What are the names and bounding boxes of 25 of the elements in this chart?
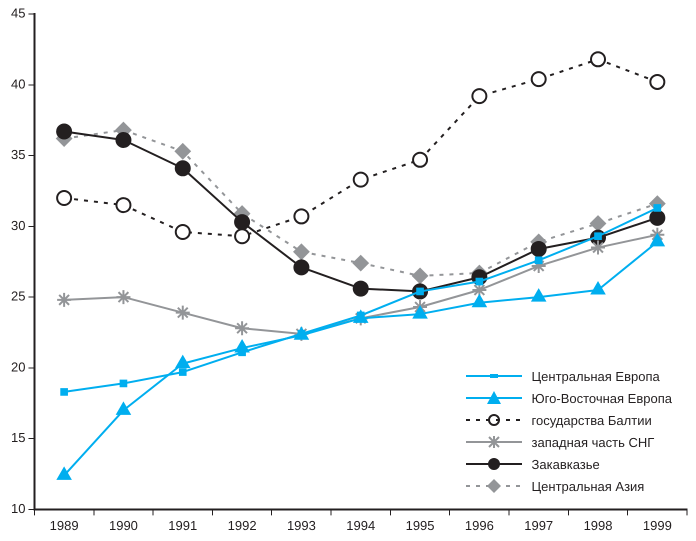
x-tick-label: 1990: [108, 518, 138, 533]
x-tick-label: 1999: [642, 518, 672, 533]
x-tick-label: 1993: [286, 518, 316, 533]
x-tick-label: 1994: [346, 518, 376, 533]
legend-label: Юго-Восточная Европа: [532, 390, 672, 406]
x-tick-label: 1997: [524, 518, 554, 533]
y-tick-label: 25: [10, 288, 26, 304]
x-tick-label: 1992: [228, 518, 257, 533]
y-tick-label: 30: [10, 218, 26, 233]
y-tick-label: 15: [10, 430, 26, 446]
x-tick-label: 1989: [50, 518, 79, 533]
x-tick-label: 1998: [584, 518, 612, 533]
legend-label: Закавказье: [532, 456, 600, 472]
x-tick-label: 1995: [406, 518, 435, 533]
legend-label: государства Балтии: [532, 412, 652, 428]
y-tick-label: 35: [10, 147, 26, 162]
x-tick-label: 1991: [168, 518, 198, 533]
legend-label: западная часть СНГ: [532, 434, 654, 450]
legend-label: Центральная Европа: [532, 368, 660, 384]
legend-label: Центральная Азия: [532, 478, 644, 494]
y-tick-label: 45: [10, 6, 26, 21]
y-tick-label: 10: [10, 500, 26, 516]
y-tick-label: 20: [10, 359, 26, 374]
x-tick-label: 1996: [464, 518, 494, 533]
y-tick-label: 40: [10, 76, 26, 92]
